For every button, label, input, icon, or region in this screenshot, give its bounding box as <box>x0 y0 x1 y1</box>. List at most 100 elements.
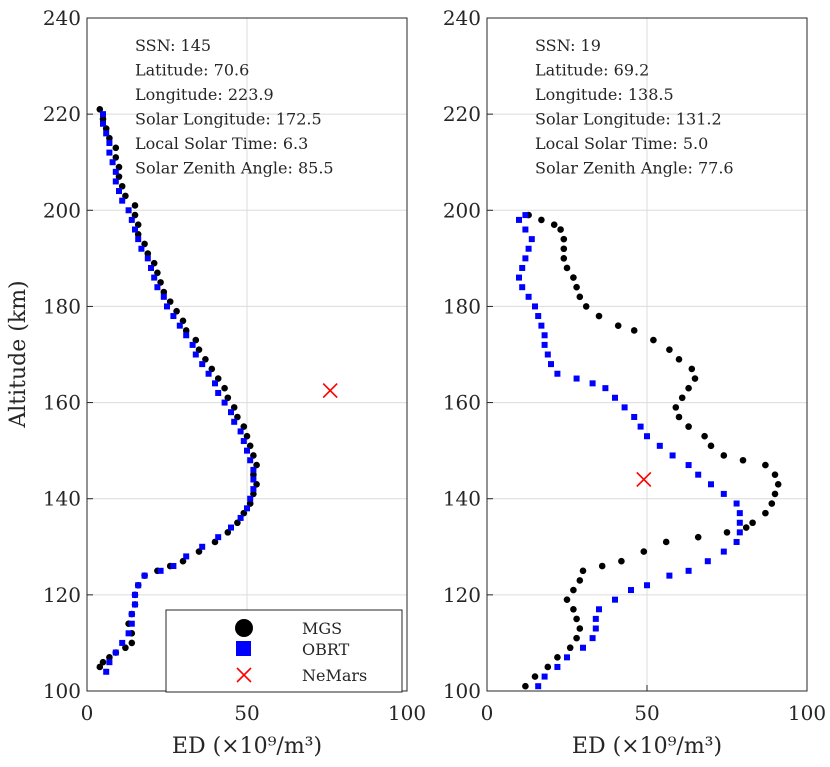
right-obrt-point <box>720 548 727 555</box>
right-obrt-point <box>733 538 740 545</box>
right-obrt-point <box>519 284 526 291</box>
left-mgs-point <box>250 452 257 459</box>
left-obrt-point <box>100 111 106 118</box>
left-y-tick-label: 140 <box>43 487 81 511</box>
left-mgs-point <box>246 442 254 450</box>
left-obrt-point <box>128 611 135 618</box>
right-obrt-point <box>637 423 644 430</box>
left-obrt-point <box>100 120 106 127</box>
left-obrt-point <box>103 668 110 675</box>
right-obrt-point <box>532 303 538 310</box>
left-mgs-point <box>115 173 123 180</box>
left-obrt-point <box>192 351 199 358</box>
left-mgs-point <box>102 125 110 132</box>
left-y-tick-label: 240 <box>43 6 81 30</box>
right-mgs-point <box>666 346 673 353</box>
right-mgs-point <box>576 293 584 301</box>
left-obrt-point <box>160 293 167 300</box>
left-info-line: Solar Zenith Angle: 85.5 <box>135 159 334 178</box>
right-obrt-point <box>592 615 599 622</box>
left-obrt-point <box>176 322 183 329</box>
right-mgs-point <box>570 605 577 613</box>
left-mgs-point <box>141 240 148 248</box>
left-obrt-point <box>125 207 132 214</box>
right-mgs-point <box>538 216 545 224</box>
left-mgs-point <box>106 134 113 142</box>
left-mgs-point <box>250 490 257 498</box>
left-obrt-point <box>132 226 138 233</box>
right-info-line: SSN: 19 <box>535 36 601 55</box>
left-mgs-point <box>96 663 104 671</box>
right-mgs-point <box>566 644 574 652</box>
left-obrt-point <box>250 466 257 473</box>
left-mgs-point <box>106 654 113 661</box>
right-obrt-point <box>522 226 529 233</box>
legend-nemars-label: NeMars <box>302 666 367 685</box>
left-mgs-point <box>96 106 104 113</box>
left-y-tick-label: 200 <box>43 198 81 222</box>
left-obrt-point <box>103 130 110 137</box>
right-panel: 100 120 140 160 180 200 220 240 0 50 100 SSN: 19 L… <box>443 6 826 759</box>
right-mgs-point <box>598 562 606 570</box>
left-info-line: Latitude: 70.6 <box>135 61 249 80</box>
right-mgs-point <box>560 255 568 262</box>
left-obrt-point <box>138 245 145 252</box>
left-y-tick-label: 120 <box>43 583 81 607</box>
left-mgs-point <box>115 163 123 171</box>
left-mgs-point <box>131 211 139 219</box>
right-mgs-point <box>771 490 779 498</box>
right-obrt-point <box>525 245 532 252</box>
left-obrt-point <box>212 380 218 387</box>
legend-mgs-label: MGS <box>302 619 342 638</box>
right-obrt-point <box>695 471 702 478</box>
right-obrt-point <box>564 654 570 661</box>
left-obrt-point <box>244 447 250 454</box>
left-x-ticks: 0 50 100 <box>81 685 426 725</box>
right-mgs-point <box>563 596 571 603</box>
left-mgs-point <box>122 644 129 652</box>
left-obrt-point <box>240 438 247 445</box>
right-mgs-point <box>691 375 699 382</box>
left-y-axis-label: Altitude (km) <box>6 280 31 428</box>
right-mgs-point <box>573 283 580 291</box>
left-mgs-point <box>253 480 260 488</box>
right-mgs-point <box>675 356 683 363</box>
right-obrt-point <box>519 264 526 271</box>
left-obrt-point <box>170 563 177 570</box>
right-mgs-point <box>675 413 683 421</box>
left-obrt-point <box>228 524 234 531</box>
left-obrt-point <box>244 505 250 512</box>
right-mgs-point <box>678 394 686 402</box>
right-obrt-point <box>644 433 650 440</box>
left-mgs-point <box>154 269 161 277</box>
right-obrt-point <box>736 529 743 536</box>
right-obrt-point <box>685 462 692 469</box>
left-x-axis-label: ED (×10⁹/m³) <box>172 734 322 759</box>
left-mgs-point <box>157 279 164 286</box>
right-y-tick-label: 180 <box>443 294 481 318</box>
right-y-tick-label: 220 <box>443 102 481 126</box>
right-obrt-point <box>548 361 554 368</box>
left-y-tick-label: 220 <box>43 102 81 126</box>
left-obrt-point <box>125 630 132 637</box>
right-obrt-point <box>592 625 599 632</box>
left-mgs-point <box>179 557 187 565</box>
right-obrt-point <box>589 380 596 387</box>
left-nemars-point <box>322 382 338 399</box>
right-mgs-point <box>531 673 539 680</box>
right-obrt-point <box>631 413 638 420</box>
left-obrt-point <box>151 274 158 281</box>
left-y-tick-label: 100 <box>43 679 81 703</box>
left-mgs-point <box>243 432 251 440</box>
right-obrt-point <box>516 216 522 223</box>
left-obrt-point <box>183 553 190 560</box>
left-mgs-point <box>179 317 187 325</box>
right-obrt-point <box>656 442 663 449</box>
left-info-line: SSN: 145 <box>135 36 211 55</box>
left-obrt-point <box>215 534 222 541</box>
right-mgs-point <box>749 519 756 527</box>
left-obrt-point <box>141 572 148 579</box>
left-obrt-point <box>112 649 119 656</box>
right-obrt-point <box>538 322 545 329</box>
right-obrt-point <box>736 519 743 526</box>
